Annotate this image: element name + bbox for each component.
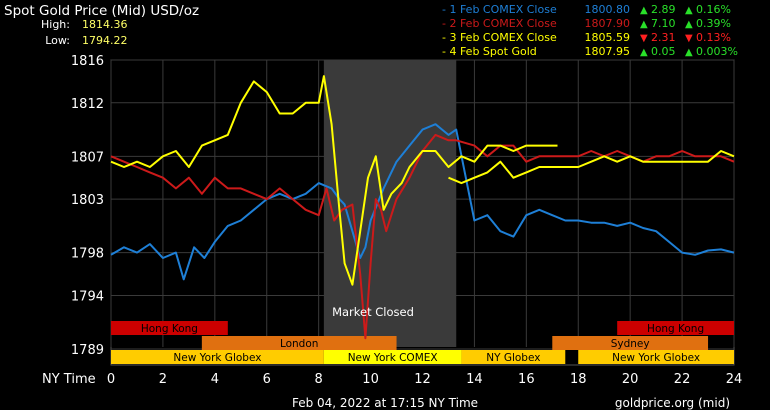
session-bars: Hong Kong Hong Kong London Sydney New York G… — [111, 321, 734, 364]
market-closed-band — [323, 60, 457, 347]
arrow-up-icon: ▲ — [685, 5, 693, 16]
session-bar-fill — [111, 350, 324, 364]
x-tick-label: 14 — [466, 372, 483, 387]
x-tick-label: 8 — [315, 372, 323, 387]
x-tick-label: 0 — [107, 372, 115, 387]
x-tick-label: 12 — [414, 372, 431, 387]
legend-row: - 1 Feb COMEX Close 1800.80 ▲ 2.89 ▲ 0.16% — [442, 3, 731, 16]
legend-change: 0.05 — [651, 45, 676, 58]
session-label: Hong Kong — [647, 323, 704, 335]
legend: - 1 Feb COMEX Close 1800.80 ▲ 2.89 ▲ 0.16%- 2… — [442, 3, 738, 58]
legend-price: 1805.59 — [585, 31, 631, 44]
x-axis-ticks: 0 2 4 6 8 10 12 14 16 18 20 22 24 — [107, 372, 742, 387]
session-label: New York COMEX — [348, 352, 438, 364]
series-line — [448, 150, 735, 185]
legend-change: 2.89 — [651, 3, 676, 16]
arrow-up-icon: ▲ — [640, 19, 648, 30]
legend-price: 1807.95 — [585, 45, 631, 58]
legend-price: 1800.80 — [585, 3, 631, 16]
legend-pct: 0.13% — [696, 31, 731, 44]
x-tick-label: 16 — [518, 372, 535, 387]
session-bar: New York COMEX — [323, 350, 462, 364]
legend-row: - 3 Feb COMEX Close 1805.59 ▼ 2.31 ▼ 0.13% — [442, 31, 731, 44]
x-axis-title: NY Time — [42, 372, 96, 387]
session-bar-fill — [552, 336, 709, 350]
arrow-up-icon: ▲ — [640, 5, 648, 16]
market-closed-label: Market Closed — [332, 305, 414, 319]
session-label: Hong Kong — [141, 323, 198, 335]
session-bar: New York Globex — [111, 350, 324, 364]
legend-row: - 4 Feb Spot Gold 1807.95 ▲ 0.05 ▲ 0.003% — [442, 45, 738, 58]
legend-pct: 0.16% — [696, 3, 731, 16]
session-label: Sydney — [611, 338, 650, 350]
chart-title: Spot Gold Price (Mid) USD/oz — [4, 3, 199, 19]
session-bar: Sydney — [552, 336, 709, 350]
arrow-down-icon: ▼ — [685, 33, 693, 44]
session-label: New York Globex — [173, 352, 261, 364]
x-tick-label: 20 — [622, 372, 639, 387]
x-tick-label: 18 — [570, 372, 587, 387]
legend-label: - 3 Feb COMEX Close — [442, 31, 557, 44]
series-line — [110, 123, 735, 281]
session-bar-fill — [617, 321, 734, 335]
session-bar-fill — [578, 350, 734, 364]
y-tick-label: 1812 — [71, 97, 104, 112]
legend-label: - 1 Feb COMEX Close — [442, 3, 557, 16]
arrow-down-icon: ▼ — [640, 33, 648, 44]
session-label: London — [280, 338, 319, 350]
high-label: High: — [41, 18, 70, 31]
session-bar-fill — [201, 336, 397, 350]
session-bar-fill — [111, 321, 228, 335]
x-tick-label: 22 — [674, 372, 691, 387]
series-line — [110, 133, 735, 340]
chart-grid — [110, 59, 735, 366]
y-tick-label: 1816 — [71, 54, 104, 69]
session-bar: New York Globex — [578, 350, 734, 364]
series-lines — [110, 75, 735, 340]
session-bar-fill — [461, 350, 566, 364]
session-bar: Hong Kong — [111, 321, 228, 335]
session-bar-fill — [323, 350, 462, 364]
footer-source: goldprice.org (mid) — [615, 396, 730, 410]
legend-change: 2.31 — [651, 31, 676, 44]
session-bar: Hong Kong — [617, 321, 734, 335]
arrow-up-icon: ▲ — [640, 47, 648, 58]
x-tick-label: 10 — [362, 372, 379, 387]
session-bar: NY Globex — [461, 350, 566, 364]
y-axis-ticks: 1789 1794 1798 1803 1807 1812 1816 — [71, 54, 104, 358]
footer-timestamp: Feb 04, 2022 at 17:15 NY Time — [292, 396, 478, 410]
session-label: New York Globex — [612, 352, 700, 364]
y-tick-label: 1807 — [71, 150, 104, 165]
arrow-up-icon: ▲ — [685, 47, 693, 58]
legend-change: 7.10 — [651, 17, 676, 30]
x-tick-label: 4 — [211, 372, 219, 387]
low-label: Low: — [45, 34, 70, 47]
high-value: 1814.36 — [82, 18, 128, 31]
y-tick-label: 1794 — [71, 289, 104, 304]
y-tick-label: 1789 — [71, 343, 104, 358]
legend-price: 1807.90 — [585, 17, 631, 30]
legend-label: - 2 Feb COMEX Close — [442, 17, 557, 30]
legend-pct: 0.003% — [696, 45, 738, 58]
legend-pct: 0.39% — [696, 17, 731, 30]
y-tick-label: 1798 — [71, 247, 104, 262]
low-value: 1794.22 — [82, 34, 128, 47]
y-tick-label: 1803 — [71, 193, 104, 208]
legend-label: - 4 Feb Spot Gold — [442, 45, 537, 58]
legend-row: - 2 Feb COMEX Close 1807.90 ▲ 7.10 ▲ 0.39% — [442, 17, 731, 30]
series-line — [110, 75, 558, 286]
x-tick-label: 2 — [159, 372, 167, 387]
x-tick-label: 6 — [263, 372, 271, 387]
market-closed-region — [323, 60, 457, 347]
arrow-up-icon: ▲ — [685, 19, 693, 30]
session-bar: London — [201, 336, 397, 350]
session-label: NY Globex — [486, 352, 540, 364]
x-tick-label: 24 — [726, 372, 743, 387]
